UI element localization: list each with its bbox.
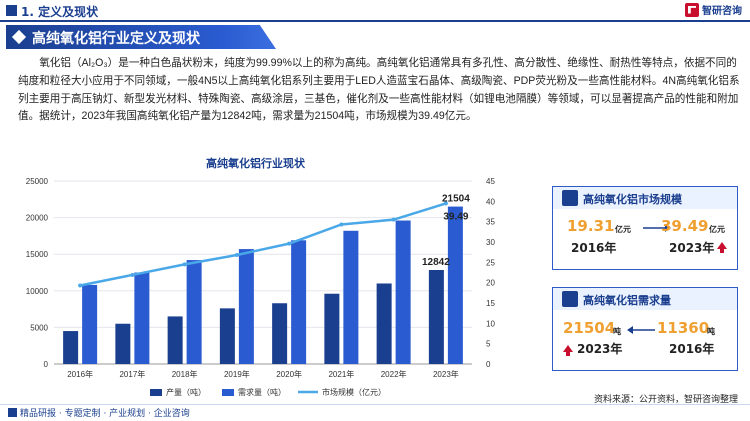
legend-swatch-demand [222,389,234,396]
arrow-left-icon [627,325,655,335]
bar-demand [82,285,97,364]
data-label-output: 12842 [422,257,450,268]
legend-label-output: 产量（吨） [166,387,206,397]
bar-output [272,303,287,364]
market-2016-unit: 亿元 [615,224,631,235]
demand-2016-year: 2016年 [669,340,714,357]
legend-swatch-output [150,389,162,396]
x-tick-label: 2018年 [172,369,198,379]
market-2023-year: 2023年 [669,239,714,256]
y-right-tick-label: 45 [486,177,495,186]
legend-label-demand: 需求量（吨） [238,387,286,397]
market-2016-value: 19.31 [567,217,614,235]
market-2023-unit: 亿元 [709,224,725,235]
bar-demand [134,273,149,365]
y-left-tick-label: 5000 [30,323,48,332]
x-tick-label: 2016年 [67,369,93,379]
bar-demand [343,231,358,364]
line-market-size [80,203,446,285]
demand-card: 高纯氧化铝需求量 21504 吨 2023年 11360 吨 2016年 [552,287,738,371]
y-left-tick-label: 15000 [26,250,49,259]
bar-demand [239,249,254,364]
up-arrow-icon [717,242,727,249]
x-tick-label: 2023年 [433,369,459,379]
x-tick-label: 2017年 [119,369,145,379]
bar-output [220,308,235,364]
line-point [235,253,239,257]
bar-output [115,324,130,364]
demand-card-title: 高纯氧化铝需求量 [583,292,671,308]
market-size-card: 高纯氧化铝市场规模 19.31 亿元 2016年 39.49 亿元 2023年 [552,186,738,270]
x-tick-label: 2021年 [328,369,354,379]
market-2016-year: 2016年 [571,239,616,256]
bar-demand [291,240,306,364]
line-point [287,242,291,246]
x-tick-label: 2022年 [381,369,407,379]
bar-output [324,294,339,364]
y-right-tick-label: 5 [486,340,491,349]
bar-demand [187,260,202,364]
y-left-tick-label: 10000 [26,287,49,296]
demand-2016-unit: 吨 [707,326,715,337]
x-tick-label: 2019年 [224,369,250,379]
y-left-tick-label: 25000 [26,177,49,186]
y-right-tick-label: 0 [486,360,491,369]
demand-2023-unit: 吨 [613,326,621,337]
bar-output [429,270,444,364]
x-tick-label: 2020年 [276,369,302,379]
up-arrow-icon [563,345,573,352]
line-point [78,283,82,287]
data-label-market: 39.49 [443,211,468,222]
y-right-tick-label: 20 [486,279,495,288]
bar-chart-icon [562,291,578,307]
market-card-title: 高纯氧化铝市场规模 [583,191,682,207]
demand-2023-value: 21504 [563,319,615,337]
y-right-tick-label: 10 [486,319,495,328]
line-point [130,273,134,277]
footer-divider [0,404,750,405]
y-right-tick-label: 15 [486,299,495,308]
line-point [339,223,343,227]
data-label-demand: 21504 [442,194,470,205]
demand-2016-value: 11360 [657,319,709,337]
demand-2023-year: 2023年 [577,340,622,357]
legend-label-market: 市场规模（亿元） [322,387,386,397]
bar-demand [396,221,411,364]
line-point [392,218,396,222]
chart-icon [562,190,578,206]
y-left-tick-label: 0 [44,360,49,369]
bar-output [168,316,183,364]
bar-output [63,331,78,364]
line-point [183,262,187,266]
y-left-tick-label: 20000 [26,214,49,223]
market-2023-value: 39.49 [661,217,708,235]
bar-output [377,283,392,364]
y-right-tick-label: 25 [486,258,495,267]
y-right-tick-label: 40 [486,197,495,206]
y-right-tick-label: 30 [486,238,495,247]
bar-demand [448,207,463,364]
report-icon [8,408,17,417]
y-right-tick-label: 35 [486,218,495,227]
footer-services: 精品研报 · 专题定制 · 产业规划 · 企业咨询 [20,406,190,419]
